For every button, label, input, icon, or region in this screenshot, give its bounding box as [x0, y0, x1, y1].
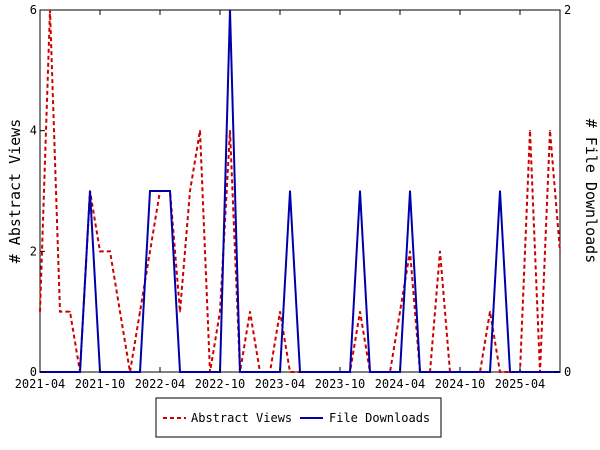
data-point-abstract-views: [189, 190, 191, 192]
data-point-file-downloads: [139, 371, 141, 373]
data-point-file-downloads: [189, 371, 191, 373]
data-point-file-downloads: [409, 190, 411, 192]
data-point-abstract-views: [279, 310, 281, 313]
y-axis-left-label: # Abstract Views: [6, 119, 24, 264]
data-point-file-downloads: [529, 371, 531, 373]
data-point-abstract-views: [249, 310, 251, 313]
data-point-file-downloads: [59, 371, 61, 373]
data-point-file-downloads: [509, 371, 511, 373]
data-point-file-downloads: [369, 371, 371, 373]
data-point-file-downloads: [79, 371, 81, 373]
x-tick-label: 2025-04: [495, 377, 546, 391]
data-point-file-downloads: [199, 371, 201, 373]
x-tick-label: 2022-04: [135, 377, 186, 391]
data-point-file-downloads: [149, 190, 151, 192]
data-point-file-downloads: [179, 371, 181, 373]
data-point-file-downloads: [129, 371, 131, 373]
plot-area: [39, 9, 561, 373]
data-point-abstract-views: [439, 250, 441, 253]
data-point-file-downloads: [439, 371, 441, 373]
data-point-file-downloads: [429, 371, 431, 373]
data-point-abstract-views: [39, 310, 41, 313]
data-point-abstract-views: [49, 9, 51, 11]
data-point-file-downloads: [349, 371, 351, 373]
data-point-file-downloads: [89, 190, 91, 192]
x-tick-label: 2023-04: [255, 377, 306, 391]
data-point-file-downloads: [469, 371, 471, 373]
data-point-abstract-views: [549, 129, 551, 132]
data-point-file-downloads: [269, 371, 271, 373]
data-point-file-downloads: [249, 371, 251, 373]
data-point-abstract-views: [359, 310, 361, 313]
y-axis-right-label: # File Downloads: [582, 119, 600, 264]
x-tick-label: 2022-10: [195, 377, 246, 391]
data-point-abstract-views: [99, 250, 101, 253]
data-point-file-downloads: [169, 190, 171, 192]
data-point-file-downloads: [359, 190, 361, 192]
data-point-file-downloads: [539, 371, 541, 373]
data-point-file-downloads: [449, 371, 451, 373]
x-tick-label: 2024-04: [375, 377, 426, 391]
y-left-tick-label: 0: [30, 365, 37, 379]
data-point-abstract-views: [529, 129, 531, 132]
data-point-file-downloads: [419, 371, 421, 373]
data-point-file-downloads: [119, 371, 121, 373]
x-tick-label: 2023-10: [315, 377, 366, 391]
legend: Abstract Views File Downloads: [155, 397, 442, 438]
data-point-file-downloads: [229, 9, 231, 11]
data-point-abstract-views: [149, 250, 151, 253]
data-point-file-downloads: [329, 371, 331, 373]
data-point-abstract-views: [109, 250, 111, 253]
data-point-abstract-views: [59, 310, 61, 313]
data-point-file-downloads: [159, 190, 161, 192]
data-point-abstract-views: [179, 310, 181, 313]
data-point-abstract-views: [119, 310, 121, 313]
legend-label-file-downloads: File Downloads: [329, 411, 430, 425]
ticks-layer: 2021-04 2021-10 2022-04 2022-10 2023-04 2023-…: [15, 3, 572, 391]
y-left-tick-label: 2: [30, 244, 37, 258]
data-point-file-downloads: [309, 371, 311, 373]
data-point-file-downloads: [319, 371, 321, 373]
y-right-tick-label: 0: [564, 365, 571, 379]
data-point-abstract-views: [499, 371, 501, 373]
data-point-file-downloads: [479, 371, 481, 373]
y-left-tick-label: 4: [30, 124, 37, 138]
legend-box: [155, 397, 442, 438]
data-point-file-downloads: [69, 371, 71, 373]
data-point-file-downloads: [499, 190, 501, 192]
data-point-abstract-views: [559, 250, 561, 253]
data-point-file-downloads: [109, 371, 111, 373]
data-point-abstract-views: [399, 310, 401, 313]
data-point-abstract-views: [489, 310, 491, 313]
y-left-tick-label: 6: [30, 3, 37, 17]
data-point-abstract-views: [139, 310, 141, 313]
x-tick-label: 2021-04: [15, 377, 66, 391]
data-point-file-downloads: [299, 371, 301, 373]
data-point-abstract-views: [219, 310, 221, 313]
data-point-abstract-views: [289, 371, 291, 373]
x-tick-label: 2021-10: [75, 377, 126, 391]
data-point-abstract-views: [409, 250, 411, 253]
data-point-abstract-views: [199, 129, 201, 132]
data-point-abstract-views: [229, 129, 231, 132]
data-point-file-downloads: [389, 371, 391, 373]
data-point-file-downloads: [259, 371, 261, 373]
data-point-file-downloads: [379, 371, 381, 373]
data-point-file-downloads: [49, 371, 51, 373]
data-point-file-downloads: [489, 371, 491, 373]
y-right-tick-label: 2: [564, 3, 571, 17]
data-point-abstract-views: [69, 310, 71, 313]
data-point-file-downloads: [289, 190, 291, 192]
data-point-file-downloads: [209, 371, 211, 373]
data-point-file-downloads: [239, 371, 241, 373]
data-point-file-downloads: [549, 371, 551, 373]
x-tick-label: 2024-10: [435, 377, 486, 391]
legend-label-abstract-views: Abstract Views: [191, 411, 292, 425]
